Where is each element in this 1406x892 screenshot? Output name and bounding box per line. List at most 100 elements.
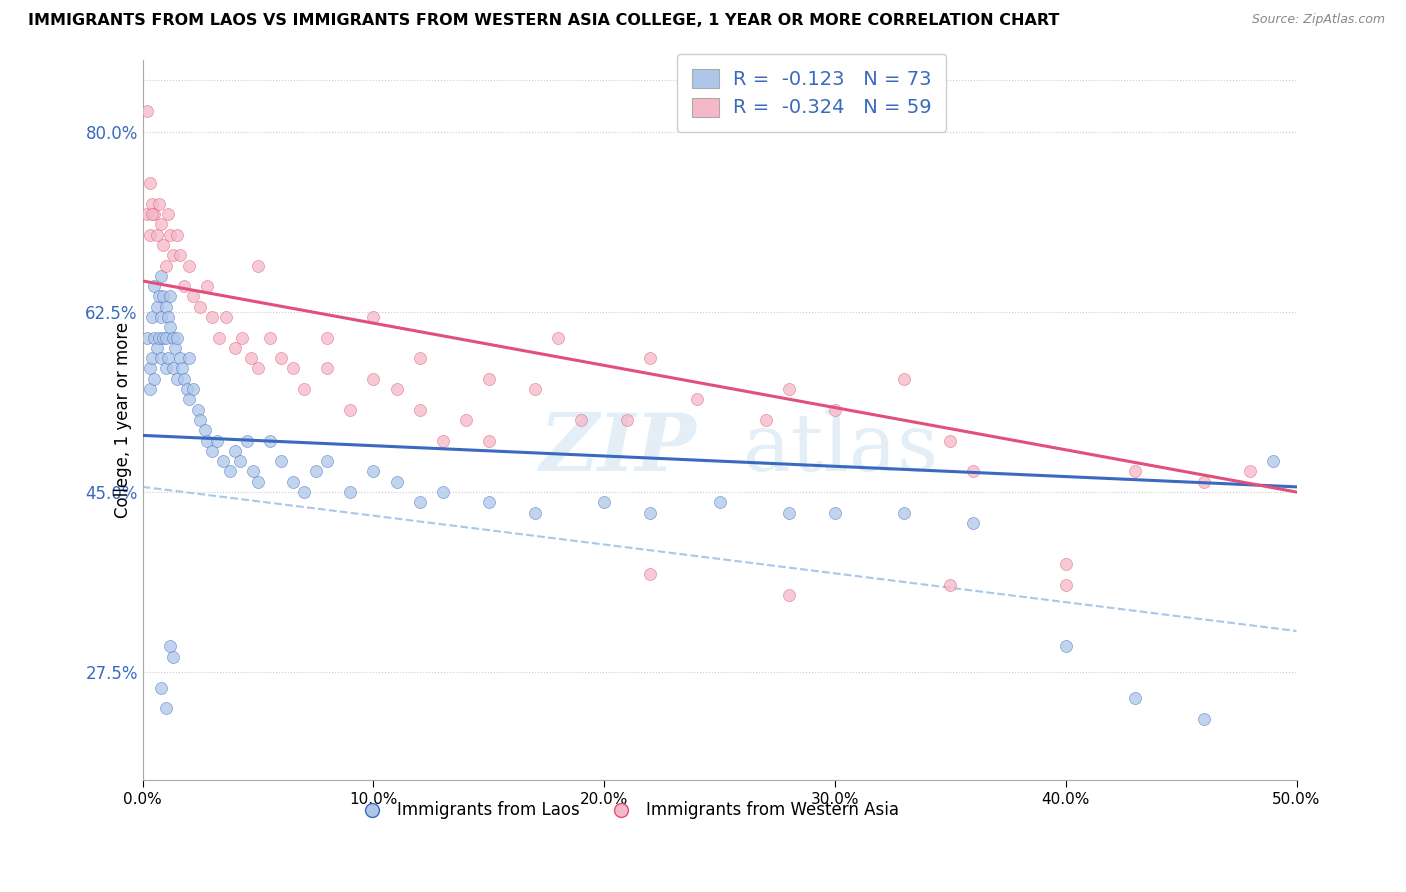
Point [143,279,166,293]
Point [152,238,174,252]
Point [939,577,962,591]
Point [1263,454,1285,468]
Point [247,361,270,376]
Point [685,392,707,407]
Point [150,217,173,231]
Point [148,330,170,344]
Point [778,506,800,520]
Point [188,300,211,314]
Point [242,465,264,479]
Point [152,330,174,344]
Point [159,289,181,303]
Point [159,640,181,654]
Point [157,351,180,366]
Text: IMMIGRANTS FROM LAOS VS IMMIGRANTS FROM WESTERN ASIA COLLEGE, 1 YEAR OR MORE COR: IMMIGRANTS FROM LAOS VS IMMIGRANTS FROM … [28,13,1060,29]
Point [187,402,209,417]
Point [569,413,592,427]
Point [152,289,174,303]
Point [755,413,778,427]
Point [162,330,184,344]
Point [709,495,731,509]
Point [208,330,231,344]
Point [1192,475,1215,489]
Point [385,382,408,396]
Point [205,434,228,448]
Point [201,310,224,324]
Point [235,434,257,448]
Point [224,443,246,458]
Point [408,495,430,509]
Point [188,413,211,427]
Point [1123,465,1146,479]
Point [1123,690,1146,705]
Text: ZIP: ZIP [540,410,696,488]
Point [141,207,163,221]
Point [1054,577,1077,591]
Point [478,495,501,509]
Point [138,227,160,242]
Point [155,259,177,273]
Point [155,361,177,376]
Point [159,227,181,242]
Point [224,341,246,355]
Point [215,310,238,324]
Point [893,506,915,520]
Point [1054,557,1077,571]
Point [155,701,177,715]
Point [136,104,159,119]
Point [478,434,501,448]
Point [432,485,454,500]
Point [1054,640,1077,654]
Point [292,485,315,500]
Point [136,207,159,221]
Point [138,361,160,376]
Point [616,413,638,427]
Point [150,351,173,366]
Point [339,402,361,417]
Point [148,289,170,303]
Point [145,341,167,355]
Point [454,413,477,427]
Point [240,351,263,366]
Point [408,402,430,417]
Point [150,268,173,283]
Point [939,434,962,448]
Point [138,176,160,190]
Point [385,475,408,489]
Point [177,351,200,366]
Point [259,434,281,448]
Point [228,454,250,468]
Point [640,351,662,366]
Point [150,310,173,324]
Point [145,227,167,242]
Point [183,289,205,303]
Point [305,465,328,479]
Point [363,372,385,386]
Point [316,330,339,344]
Point [143,207,166,221]
Point [141,351,163,366]
Point [231,330,253,344]
Point [893,372,915,386]
Point [141,310,163,324]
Point [166,372,188,386]
Point [136,330,159,344]
Point [247,475,270,489]
Point [148,196,170,211]
Point [177,392,200,407]
Point [523,382,546,396]
Point [162,649,184,664]
Point [316,454,339,468]
Point [173,279,195,293]
Point [339,485,361,500]
Point [432,434,454,448]
Point [212,454,235,468]
Point [778,382,800,396]
Point [138,382,160,396]
Text: atlas: atlas [742,409,938,488]
Point [194,423,217,437]
Y-axis label: College, 1 year or more: College, 1 year or more [114,322,132,518]
Point [478,372,501,386]
Point [141,196,163,211]
Point [292,382,315,396]
